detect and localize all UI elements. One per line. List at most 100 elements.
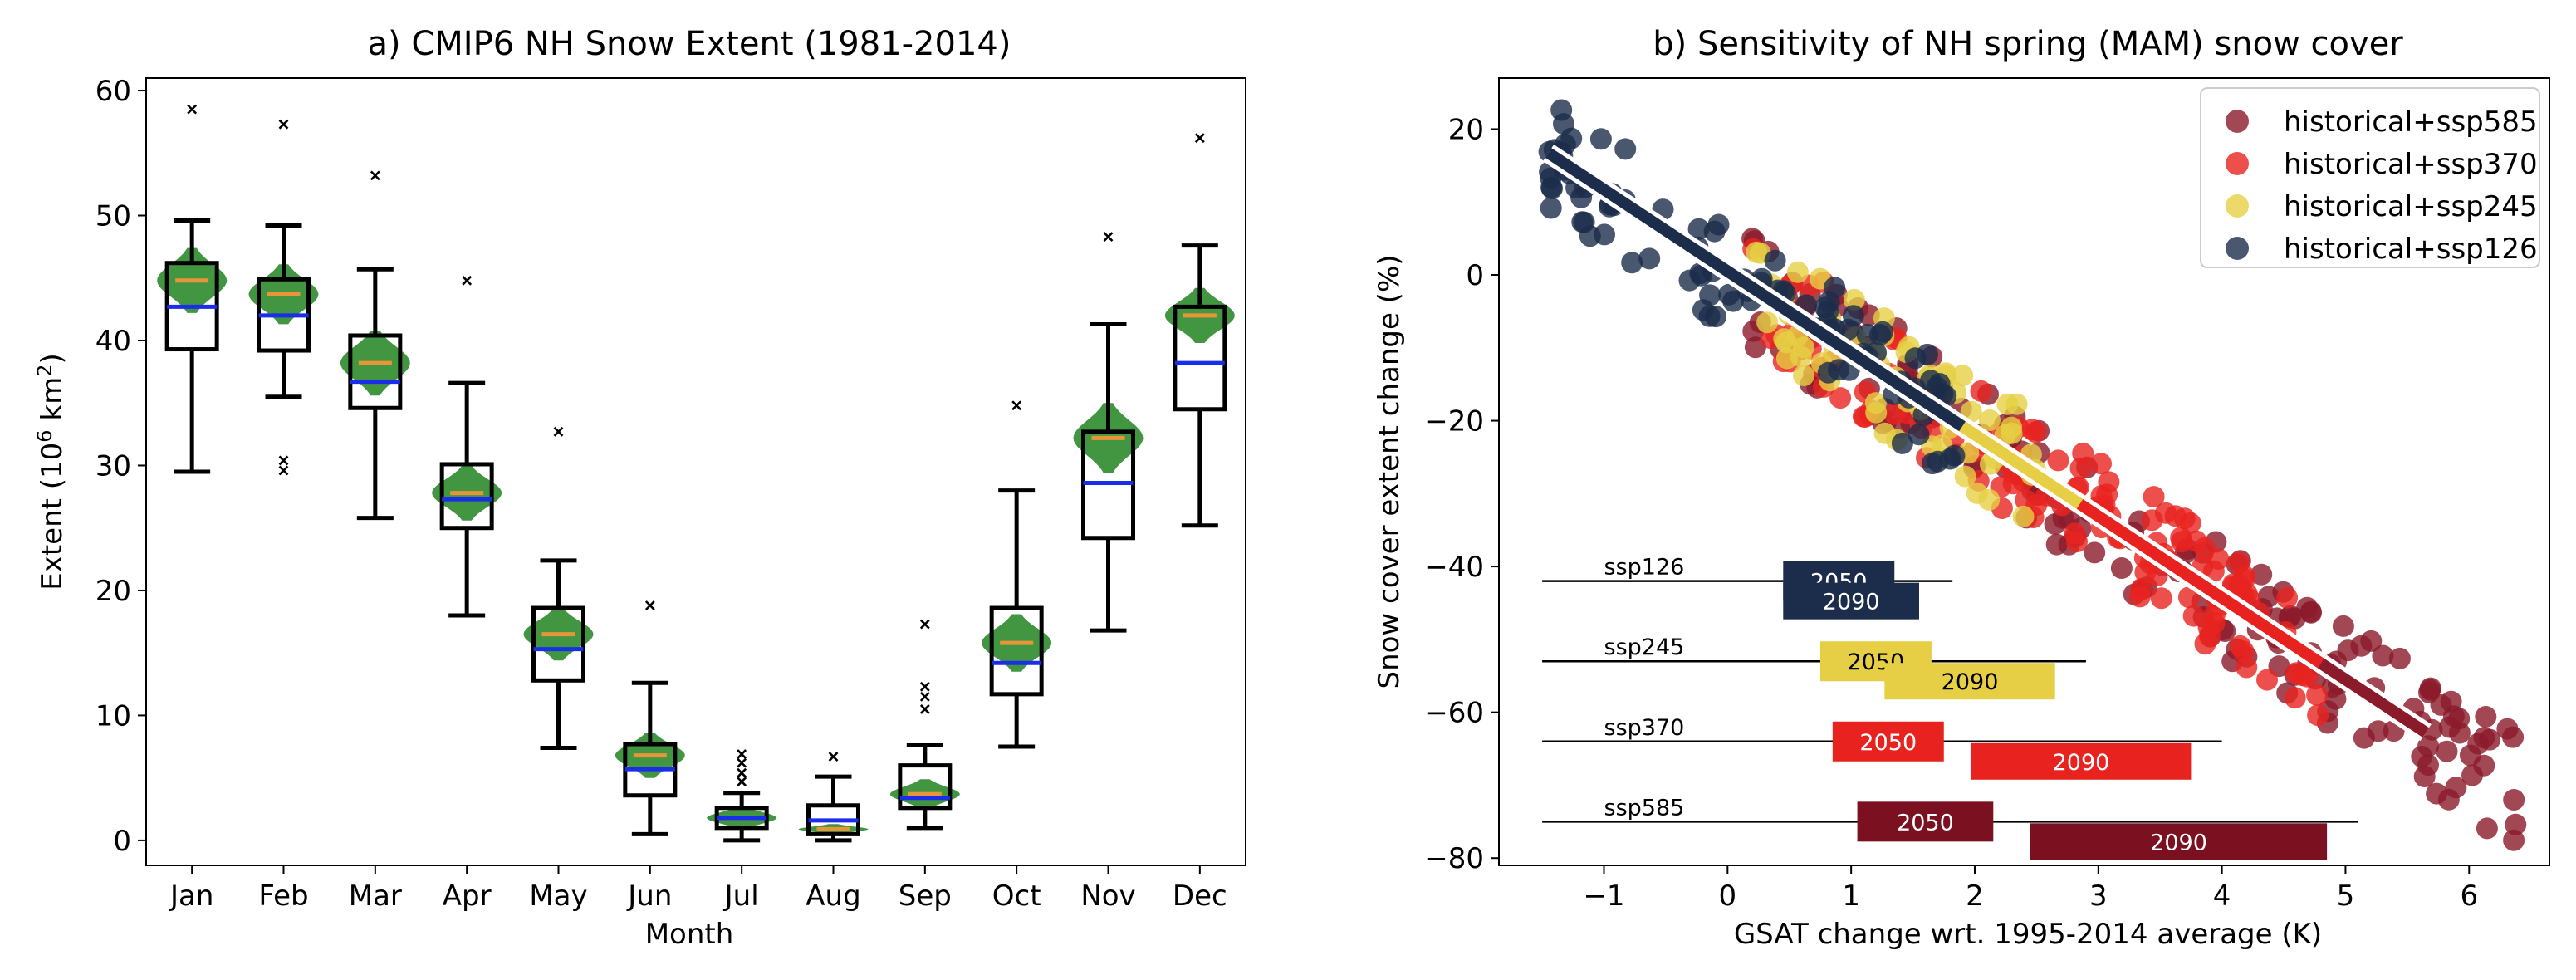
point-historical+ssp126 <box>1842 305 1864 327</box>
point-historical+ssp245 <box>1873 422 1896 444</box>
outlier <box>187 104 198 115</box>
point-historical+ssp585 <box>2044 513 2066 535</box>
y-tick-label: 30 <box>95 449 131 483</box>
x-tick-label: 1 <box>1842 880 1860 913</box>
outlier <box>278 465 289 476</box>
y-tick-label: 0 <box>1466 259 1484 292</box>
violins <box>157 247 1235 835</box>
point-historical+ssp245 <box>1952 365 1974 387</box>
point-historical+ssp245 <box>1756 311 1779 334</box>
panel-b-ylabel: Snow cover extent change (%) <box>1373 254 1406 688</box>
outlier <box>644 600 655 610</box>
point-historical+ssp370 <box>2090 485 2113 507</box>
point-historical+ssp245 <box>2012 505 2035 527</box>
x-tick-label: Mar <box>349 880 402 913</box>
y-tick-label: −40 <box>1424 551 1484 584</box>
y-tick-label: 60 <box>95 75 131 108</box>
panel-a-ticks: Jan Feb Mar Apr May Jun Jul Aug Sep Oct Nov Dec 0 10 2… <box>95 75 1227 913</box>
point-historical+ssp585 <box>2475 706 2497 728</box>
panel-b-axes-frame <box>1498 77 2550 866</box>
x-tick-label: 0 <box>1719 880 1737 913</box>
outlier <box>919 619 930 630</box>
y-tick-label: −60 <box>1424 697 1484 730</box>
panel-a-ylabel: Extent (106 km2) <box>33 353 69 590</box>
legend-label-historical+ssp585: historical+ssp585 <box>2284 105 2538 139</box>
x-tick-label: Jul <box>723 880 759 913</box>
regression-historical+ssp245 <box>1959 421 2084 509</box>
box-Dec <box>1173 304 1227 412</box>
point-historical+ssp585 <box>2337 639 2359 662</box>
x-tick-label: 5 <box>2337 880 2355 913</box>
point-historical+ssp245 <box>1792 336 1814 359</box>
range-bar-ssp370-2090 <box>1971 742 2192 780</box>
point-historical+ssp585 <box>2360 630 2383 652</box>
point-historical+ssp370 <box>2194 633 2216 655</box>
panel-a-xlabel: Month <box>645 918 734 951</box>
point-historical+ssp370 <box>2232 640 2255 663</box>
y-tick-label: −80 <box>1424 842 1484 875</box>
x-tick-label: Jun <box>626 880 672 913</box>
point-historical+ssp245 <box>1979 409 2001 431</box>
point-historical+ssp585 <box>1744 336 1766 359</box>
regression-historical+ssp370 <box>2076 498 2324 669</box>
point-historical+ssp370 <box>2276 586 2299 609</box>
range-bar-ssp370-2050 <box>1832 721 1944 762</box>
point-historical+ssp370 <box>2143 486 2165 508</box>
x-tick-label: Aug <box>806 880 860 913</box>
x-tick-label: Nov <box>1080 880 1135 913</box>
point-historical+ssp126 <box>1891 432 1913 454</box>
point-historical+ssp126 <box>1571 211 1594 233</box>
legend-label-historical+ssp126: historical+ssp126 <box>2284 233 2538 266</box>
outlier <box>1011 400 1022 411</box>
point-historical+ssp126 <box>1678 269 1701 292</box>
x-tick-label: 2 <box>1966 880 1984 913</box>
range-bar-label: 2050 <box>1859 730 1917 756</box>
point-historical+ssp370 <box>2284 687 2306 709</box>
point-historical+ssp370 <box>2204 603 2226 625</box>
box-May <box>531 605 585 683</box>
point-historical+ssp585 <box>2411 746 2433 767</box>
point-historical+ssp585 <box>2503 789 2525 811</box>
point-historical+ssp370 <box>2164 505 2187 527</box>
point-historical+ssp585 <box>2496 718 2519 740</box>
panel-a-frame <box>145 77 1246 866</box>
point-historical+ssp245 <box>2005 393 2028 415</box>
point-historical+ssp585 <box>2372 644 2394 667</box>
point-historical+ssp126 <box>1687 218 1710 240</box>
range-bar-label: 2090 <box>1942 669 1999 695</box>
point-historical+ssp126 <box>1638 247 1661 270</box>
legend-marker-historical+ssp370 <box>2226 152 2249 175</box>
point-historical+ssp585 <box>2426 782 2448 805</box>
point-historical+ssp370 <box>2202 560 2225 582</box>
legend-box <box>2200 87 2540 268</box>
point-historical+ssp585 <box>2045 533 2068 556</box>
range-bar-label: 2090 <box>2150 830 2207 855</box>
outlier <box>370 170 380 181</box>
point-historical+ssp370 <box>2228 551 2250 574</box>
point-historical+ssp126 <box>1928 373 1951 394</box>
x-tick-label: Jan <box>169 880 213 913</box>
point-historical+ssp370 <box>2072 442 2094 464</box>
outlier <box>919 703 930 714</box>
box-Sep <box>898 763 953 811</box>
outlier <box>737 767 747 778</box>
point-historical+ssp126 <box>1814 296 1836 319</box>
point-historical+ssp370 <box>2307 704 2329 727</box>
point-historical+ssp126 <box>1589 128 1612 150</box>
x-tick-label: May <box>529 880 587 913</box>
point-historical+ssp245 <box>1954 465 1976 488</box>
point-historical+ssp126 <box>1764 249 1786 272</box>
point-historical+ssp126 <box>1872 321 1893 343</box>
panel-b-xlabel: GSAT change wrt. 1995-2014 average (K) <box>1734 918 2322 951</box>
y-tick-label: 10 <box>95 699 131 733</box>
range-bar-ssp245-2090 <box>1884 663 2055 700</box>
legend-label-historical+ssp370: historical+ssp370 <box>2284 148 2538 181</box>
point-historical+ssp126 <box>1707 213 1730 236</box>
range-label-ssp245: ssp245 <box>1604 635 1685 660</box>
regression-historical+ssp126 <box>1545 148 1966 432</box>
range-bar-label: 2050 <box>1897 810 1954 835</box>
x-tick-label: Sep <box>899 880 952 913</box>
point-historical+ssp126 <box>1692 299 1714 321</box>
panel-a-axes-frame <box>145 77 1246 866</box>
